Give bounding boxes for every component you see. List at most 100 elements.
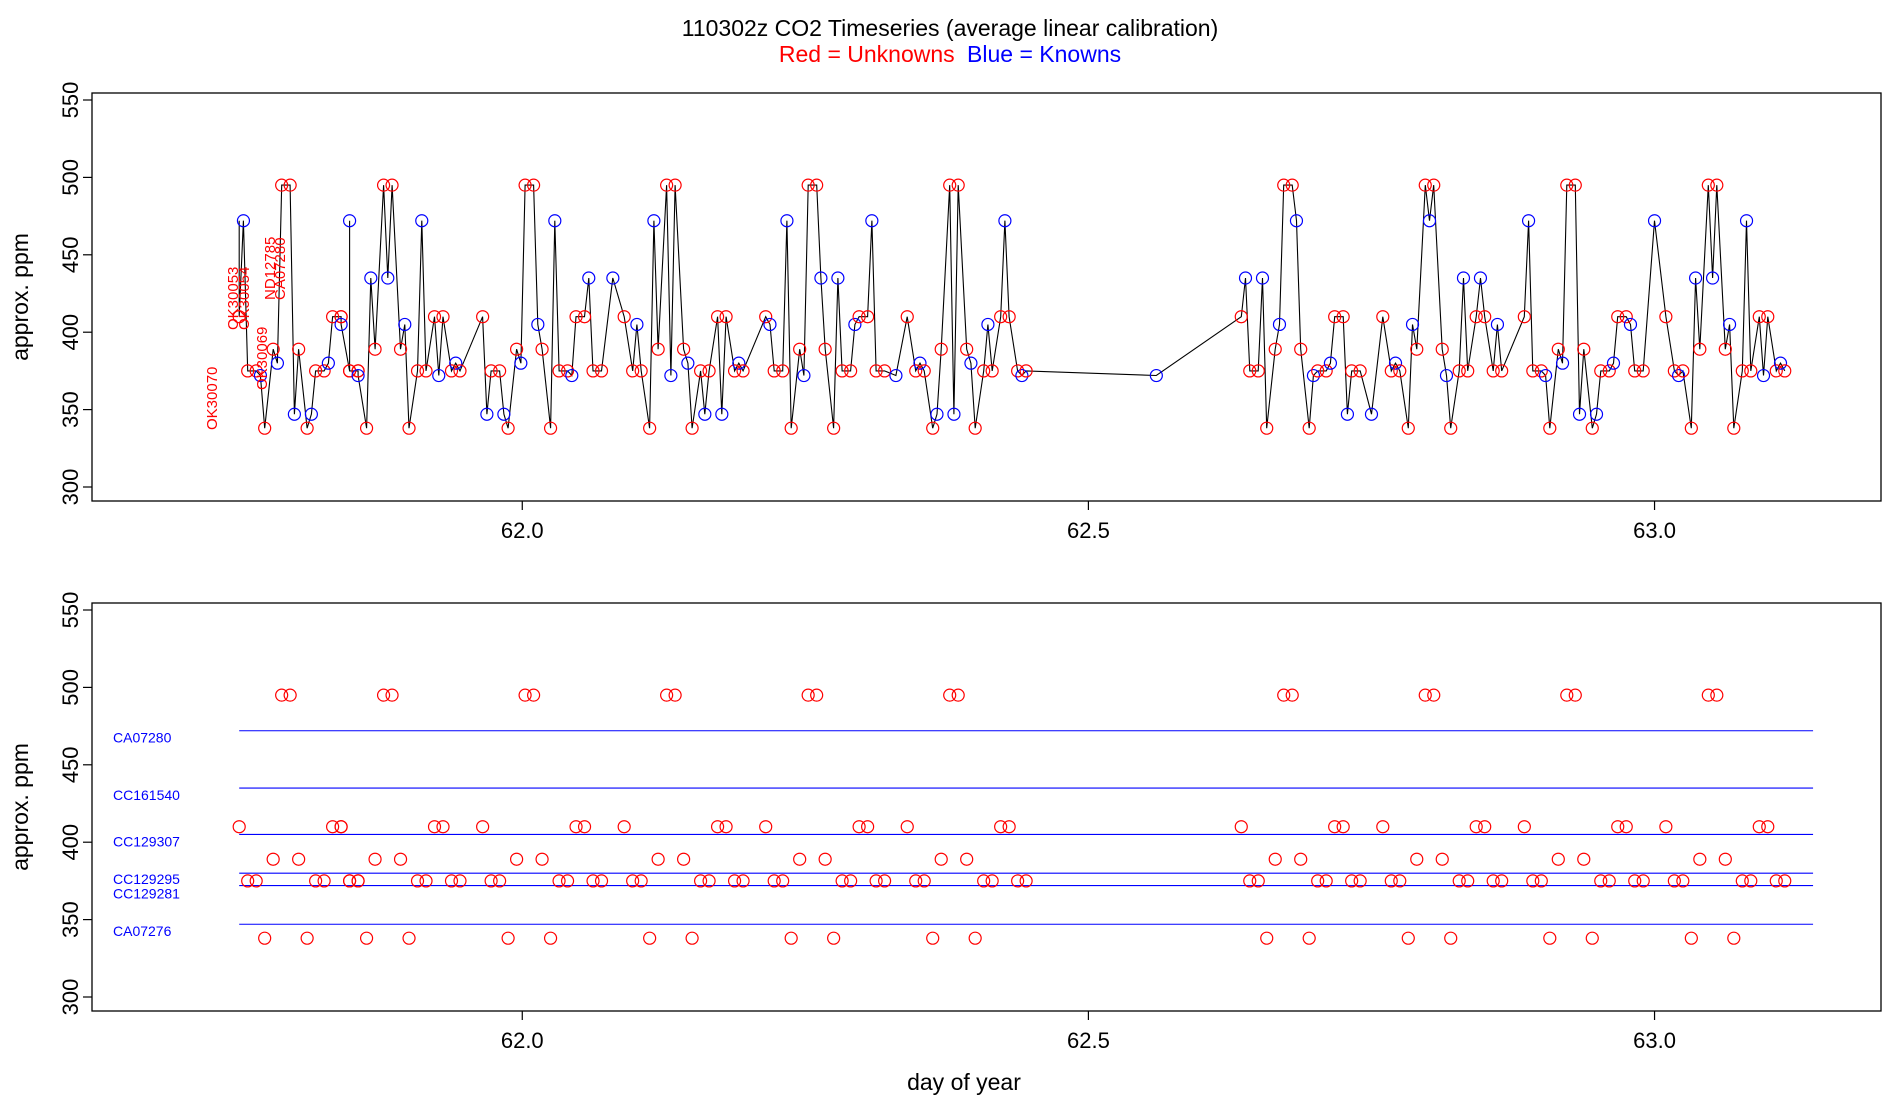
unknown-point <box>1693 342 1707 356</box>
unknown-point <box>960 852 974 866</box>
unknown-point <box>844 364 858 378</box>
unknown-point <box>476 820 490 834</box>
unknown-point <box>1336 820 1350 834</box>
known-point <box>1149 368 1163 383</box>
unknown-point <box>943 688 957 702</box>
known-point <box>1647 214 1662 228</box>
unknown-point <box>241 364 255 378</box>
known-point <box>1623 317 1638 332</box>
unknown-point <box>643 931 657 945</box>
unknown-point <box>685 931 699 945</box>
unknown-point <box>560 874 575 888</box>
unknown-point <box>410 364 425 378</box>
unknown-point <box>484 364 498 378</box>
standard-label: CC129281 <box>113 886 180 902</box>
unknown-point <box>1710 178 1724 192</box>
unknown-point <box>1526 874 1540 888</box>
unknown-point <box>960 342 974 356</box>
unknown-point <box>926 421 940 435</box>
unknown-point <box>427 310 442 324</box>
unknown-point <box>801 688 815 702</box>
known-point <box>548 214 562 228</box>
bottom-y-tick-label: 550 <box>58 592 83 629</box>
unknown-point <box>1328 310 1342 324</box>
unknown-point <box>1401 931 1415 945</box>
unknown-point <box>275 688 289 702</box>
known-point <box>1756 368 1771 383</box>
unknown-point <box>685 421 699 435</box>
unknown-point <box>844 874 858 888</box>
standard-label: CC129295 <box>113 871 180 887</box>
unknown-point <box>702 874 716 888</box>
unknown-point <box>951 178 965 192</box>
unknown-point <box>1336 310 1350 324</box>
unknown-point <box>852 820 866 834</box>
unknown-point <box>727 874 742 888</box>
known-point <box>763 317 777 332</box>
standard-label: CA07276 <box>113 923 172 939</box>
known-point <box>304 407 318 421</box>
unknown-point <box>594 874 609 888</box>
unknown-point <box>1311 364 1325 378</box>
unknown-point <box>900 820 914 834</box>
unknown-point <box>1019 874 1033 888</box>
unknown-point <box>543 931 558 945</box>
known-point <box>664 368 678 383</box>
unknown-point <box>1427 178 1441 192</box>
known-point <box>797 368 811 383</box>
unknown-point <box>968 421 982 435</box>
unknown-point <box>861 820 875 834</box>
unknown-point <box>1676 364 1690 378</box>
known-point <box>270 356 285 370</box>
unknown-point <box>793 852 807 866</box>
unknown-point <box>1328 820 1342 834</box>
unknown-point <box>1659 310 1673 324</box>
unknown-point <box>677 342 691 356</box>
unknown-point <box>326 310 340 324</box>
unknown-point <box>258 931 272 945</box>
unknown-point <box>476 310 490 324</box>
unknown-point <box>1345 874 1359 888</box>
unknown-point <box>869 874 883 888</box>
known-point <box>1722 317 1737 332</box>
known-point <box>889 368 903 383</box>
unknown-point <box>1628 874 1642 888</box>
bottom-plot-frame <box>91 602 1882 1012</box>
chart-subtitle: Red = Unknowns Blue = Knowns <box>779 41 1121 67</box>
unknown-point <box>917 364 931 378</box>
unknown-point <box>1543 421 1557 435</box>
unknown-point <box>818 852 832 866</box>
unknown-point <box>501 421 515 435</box>
unknown-point <box>985 364 999 378</box>
bottom-y-axis: 300 350 400 450 500 550 <box>58 592 92 1015</box>
unknown-point <box>342 874 357 888</box>
top-x-tick-label: 62.0 <box>501 518 544 543</box>
unknown-point <box>1234 310 1248 324</box>
known-point <box>715 407 729 421</box>
known-point <box>964 356 978 370</box>
unknown-point <box>1285 688 1299 702</box>
known-point <box>1572 407 1587 421</box>
unknown-point <box>1011 874 1025 888</box>
unknown-point <box>241 874 255 888</box>
unknown-point <box>1577 342 1591 356</box>
bottom-y-tick-label: 500 <box>58 669 83 706</box>
known-point <box>381 271 395 285</box>
known-point <box>831 271 845 285</box>
known-point <box>947 407 961 421</box>
unknown-point <box>1353 874 1367 888</box>
unknown-point <box>767 364 781 378</box>
unknown-point <box>784 931 798 945</box>
top-y-tick-label: 450 <box>58 236 83 273</box>
known-point <box>582 271 596 285</box>
unknown-point <box>693 874 708 888</box>
unknown-point <box>1444 931 1458 945</box>
known-point <box>1739 214 1754 228</box>
known-point <box>681 356 695 370</box>
unknown-point <box>1701 178 1715 192</box>
unknown-point <box>759 310 773 324</box>
unknown-point <box>1752 310 1766 324</box>
unknown-point <box>852 310 866 324</box>
unknown-point <box>1384 364 1398 378</box>
unknown-point <box>1534 874 1548 888</box>
